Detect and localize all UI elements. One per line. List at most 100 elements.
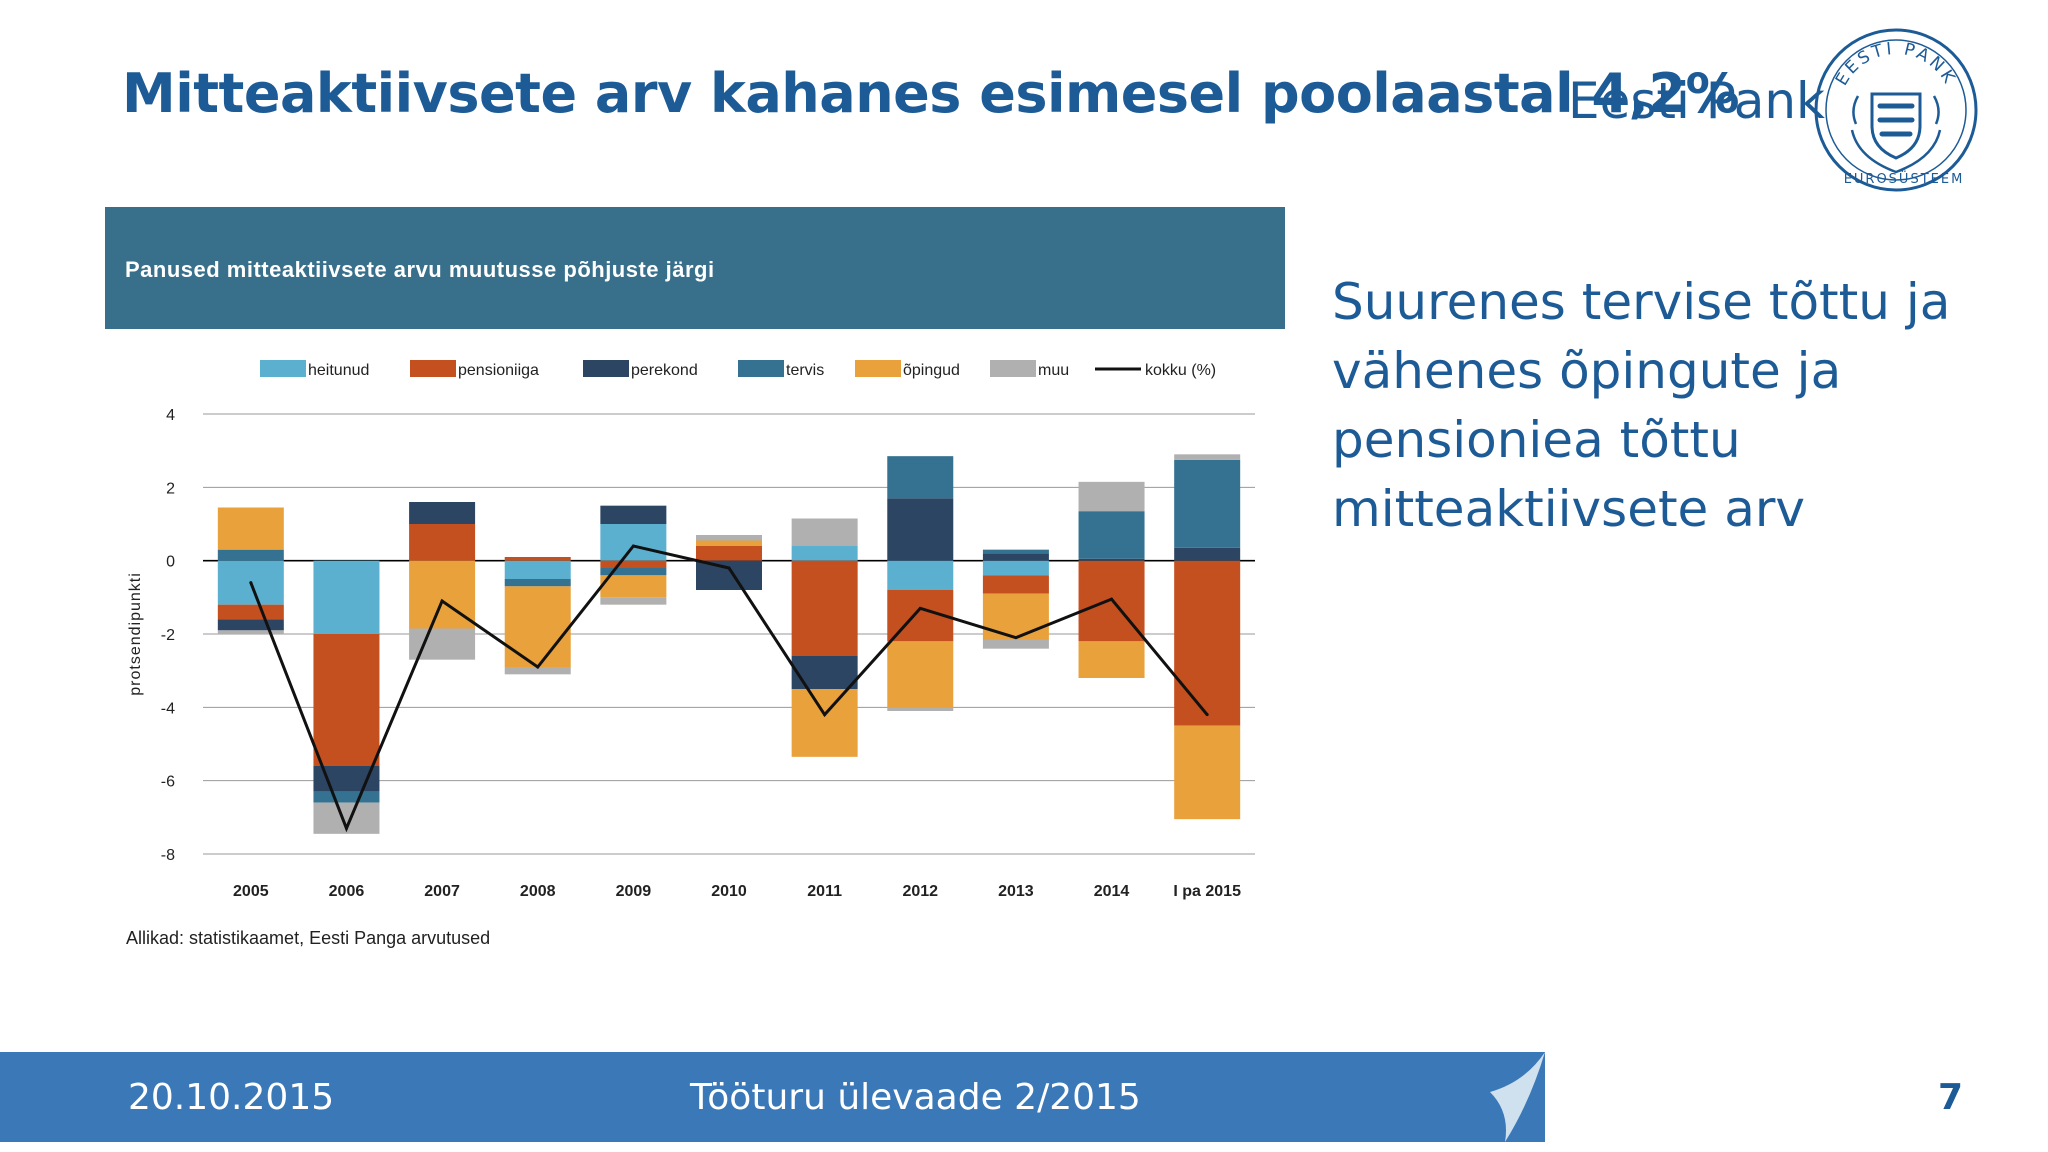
x-tick-label: 2014 (1094, 883, 1130, 900)
total-line-point (1205, 713, 1209, 717)
bar-segment-muu (217, 630, 284, 634)
bar-segment-tervis (600, 568, 667, 576)
x-tick-label: 2013 (998, 883, 1034, 900)
bar-segment-muu (504, 667, 571, 675)
bar-segment-pensioniiga (504, 557, 571, 561)
bar-segment-tervis (217, 549, 284, 561)
bar-segment-tervis (313, 791, 380, 803)
y-tick-label: 0 (166, 554, 175, 571)
bar-segment-õpingud (1078, 641, 1145, 678)
legend-label: õpingud (903, 362, 960, 379)
bar-segment-perekond (217, 619, 284, 631)
total-line-point (344, 826, 348, 830)
y-axis-label: protsendipunkti (127, 572, 144, 696)
x-tick-label: 2005 (233, 883, 269, 900)
bar-segment-pensioniiga (791, 560, 858, 656)
bar-segment-pensioniiga (1174, 560, 1241, 726)
stacked-bar-chart: 4 2 0 -2 -4 -6 -8 protsendipunkti 2005 2006 2007 20… (127, 360, 1255, 900)
bar-segment-perekond (696, 560, 762, 590)
x-tick-label: 2012 (902, 883, 938, 900)
x-tick-label: 2011 (807, 883, 842, 900)
bar-segment-õpingud (1174, 725, 1241, 820)
legend-label: perekond (631, 362, 698, 379)
legend-swatch-heitunud (260, 360, 306, 377)
bar-segment-heitunud (982, 560, 1049, 576)
bar-segment-muu (791, 518, 858, 546)
x-tick-label: I pa 2015 (1173, 883, 1241, 900)
bar-segment-õpingud (217, 507, 284, 550)
total-line-point (536, 665, 540, 669)
bar-segment-õpingud (696, 540, 762, 546)
total-line-point (631, 544, 635, 548)
bar-segment-heitunud (791, 546, 858, 561)
total-line-point (1014, 636, 1018, 640)
y-tick-label: 4 (166, 407, 175, 424)
footer-date: 20.10.2015 (128, 1077, 335, 1118)
y-tick-label: 2 (166, 480, 175, 497)
bar-segment-heitunud (504, 560, 571, 579)
footer-title: Tööturu ülevaade 2/2015 (690, 1077, 1141, 1118)
page-number: 7 (1938, 1077, 1964, 1118)
legend-label: pensioniiga (458, 362, 539, 379)
legend-swatch-õpingud (855, 360, 901, 377)
total-line-point (918, 606, 922, 610)
total-line-point (249, 581, 253, 585)
bar-segment-perekond (982, 553, 1049, 561)
page-curl-icon (1450, 1052, 1545, 1142)
seal-ring-text: EESTI PANK (1832, 39, 1957, 89)
bar-segment-perekond (409, 502, 476, 524)
legend-swatch-muu (990, 360, 1036, 377)
bar-segment-pensioniiga (217, 604, 284, 620)
bar-segment-õpingud (600, 575, 667, 598)
side-text: Suurenes tervise tõttu ja vähenes õpingu… (1332, 273, 1951, 538)
bar-segment-perekond (1078, 558, 1145, 561)
bar-segment-õpingud (504, 586, 571, 667)
bar-segment-pensioniiga (696, 546, 762, 561)
bar-segment-pensioniiga (409, 524, 476, 561)
bar-segment-õpingud (791, 689, 858, 757)
bar-segment-muu (600, 597, 667, 605)
y-tick-label: -6 (161, 774, 175, 791)
total-line-point (1110, 597, 1114, 601)
bar-segment-pensioniiga (982, 575, 1049, 594)
bar-segment-õpingud (982, 593, 1049, 640)
y-tick-label: -2 (161, 627, 175, 644)
bar-segment-õpingud (887, 641, 954, 708)
brand-name: Eesti Pank (1568, 72, 1825, 130)
legend-label: muu (1038, 362, 1069, 379)
total-line-point (440, 599, 444, 603)
total-line-point (823, 713, 827, 717)
legend-label: kokku (%) (1145, 362, 1216, 379)
bar-segment-perekond (887, 498, 954, 561)
logo-caption: EUROSÜSTEEM (1843, 172, 1965, 187)
bar-segment-perekond (600, 505, 667, 524)
y-tick-label: -8 (161, 847, 175, 864)
eesti-pank-seal-icon: EESTI PANK (1814, 28, 1978, 192)
bar-segment-tervis (887, 456, 954, 499)
svg-text:EESTI PANK: EESTI PANK (1832, 39, 1960, 89)
x-tick-label: 2007 (424, 883, 460, 900)
bar-segment-perekond (1174, 547, 1241, 561)
chart-header: Panused mitteaktiivsete arvu muutusse põ… (105, 207, 1285, 329)
bar-segment-heitunud (313, 560, 380, 634)
legend-swatch-perekond (583, 360, 629, 377)
chart-title: Panused mitteaktiivsete arvu muutusse põ… (125, 257, 715, 282)
footer-band (0, 1052, 1545, 1142)
bar-segment-tervis (504, 579, 571, 587)
legend-label: heitunud (308, 362, 369, 379)
bar-segment-tervis (1078, 511, 1145, 559)
bar-segment-heitunud (600, 524, 667, 561)
bar-segment-heitunud (887, 560, 954, 590)
x-tick-label: 2010 (711, 883, 747, 900)
bar-segment-tervis (982, 549, 1049, 554)
y-tick-label: -4 (161, 700, 175, 717)
bar-segment-muu (1078, 481, 1145, 512)
slide-title: Mitteaktiivsete arv kahanes esimesel poo… (122, 62, 1740, 125)
bar-segment-muu (696, 535, 762, 541)
bar-segment-muu (887, 707, 954, 711)
bar-segment-muu (1174, 454, 1241, 460)
bar-segment-tervis (1174, 459, 1241, 548)
legend-swatch-pensioniiga (410, 360, 456, 377)
bar-segment-muu (982, 639, 1049, 649)
bar-segment-pensioniiga (600, 560, 667, 568)
